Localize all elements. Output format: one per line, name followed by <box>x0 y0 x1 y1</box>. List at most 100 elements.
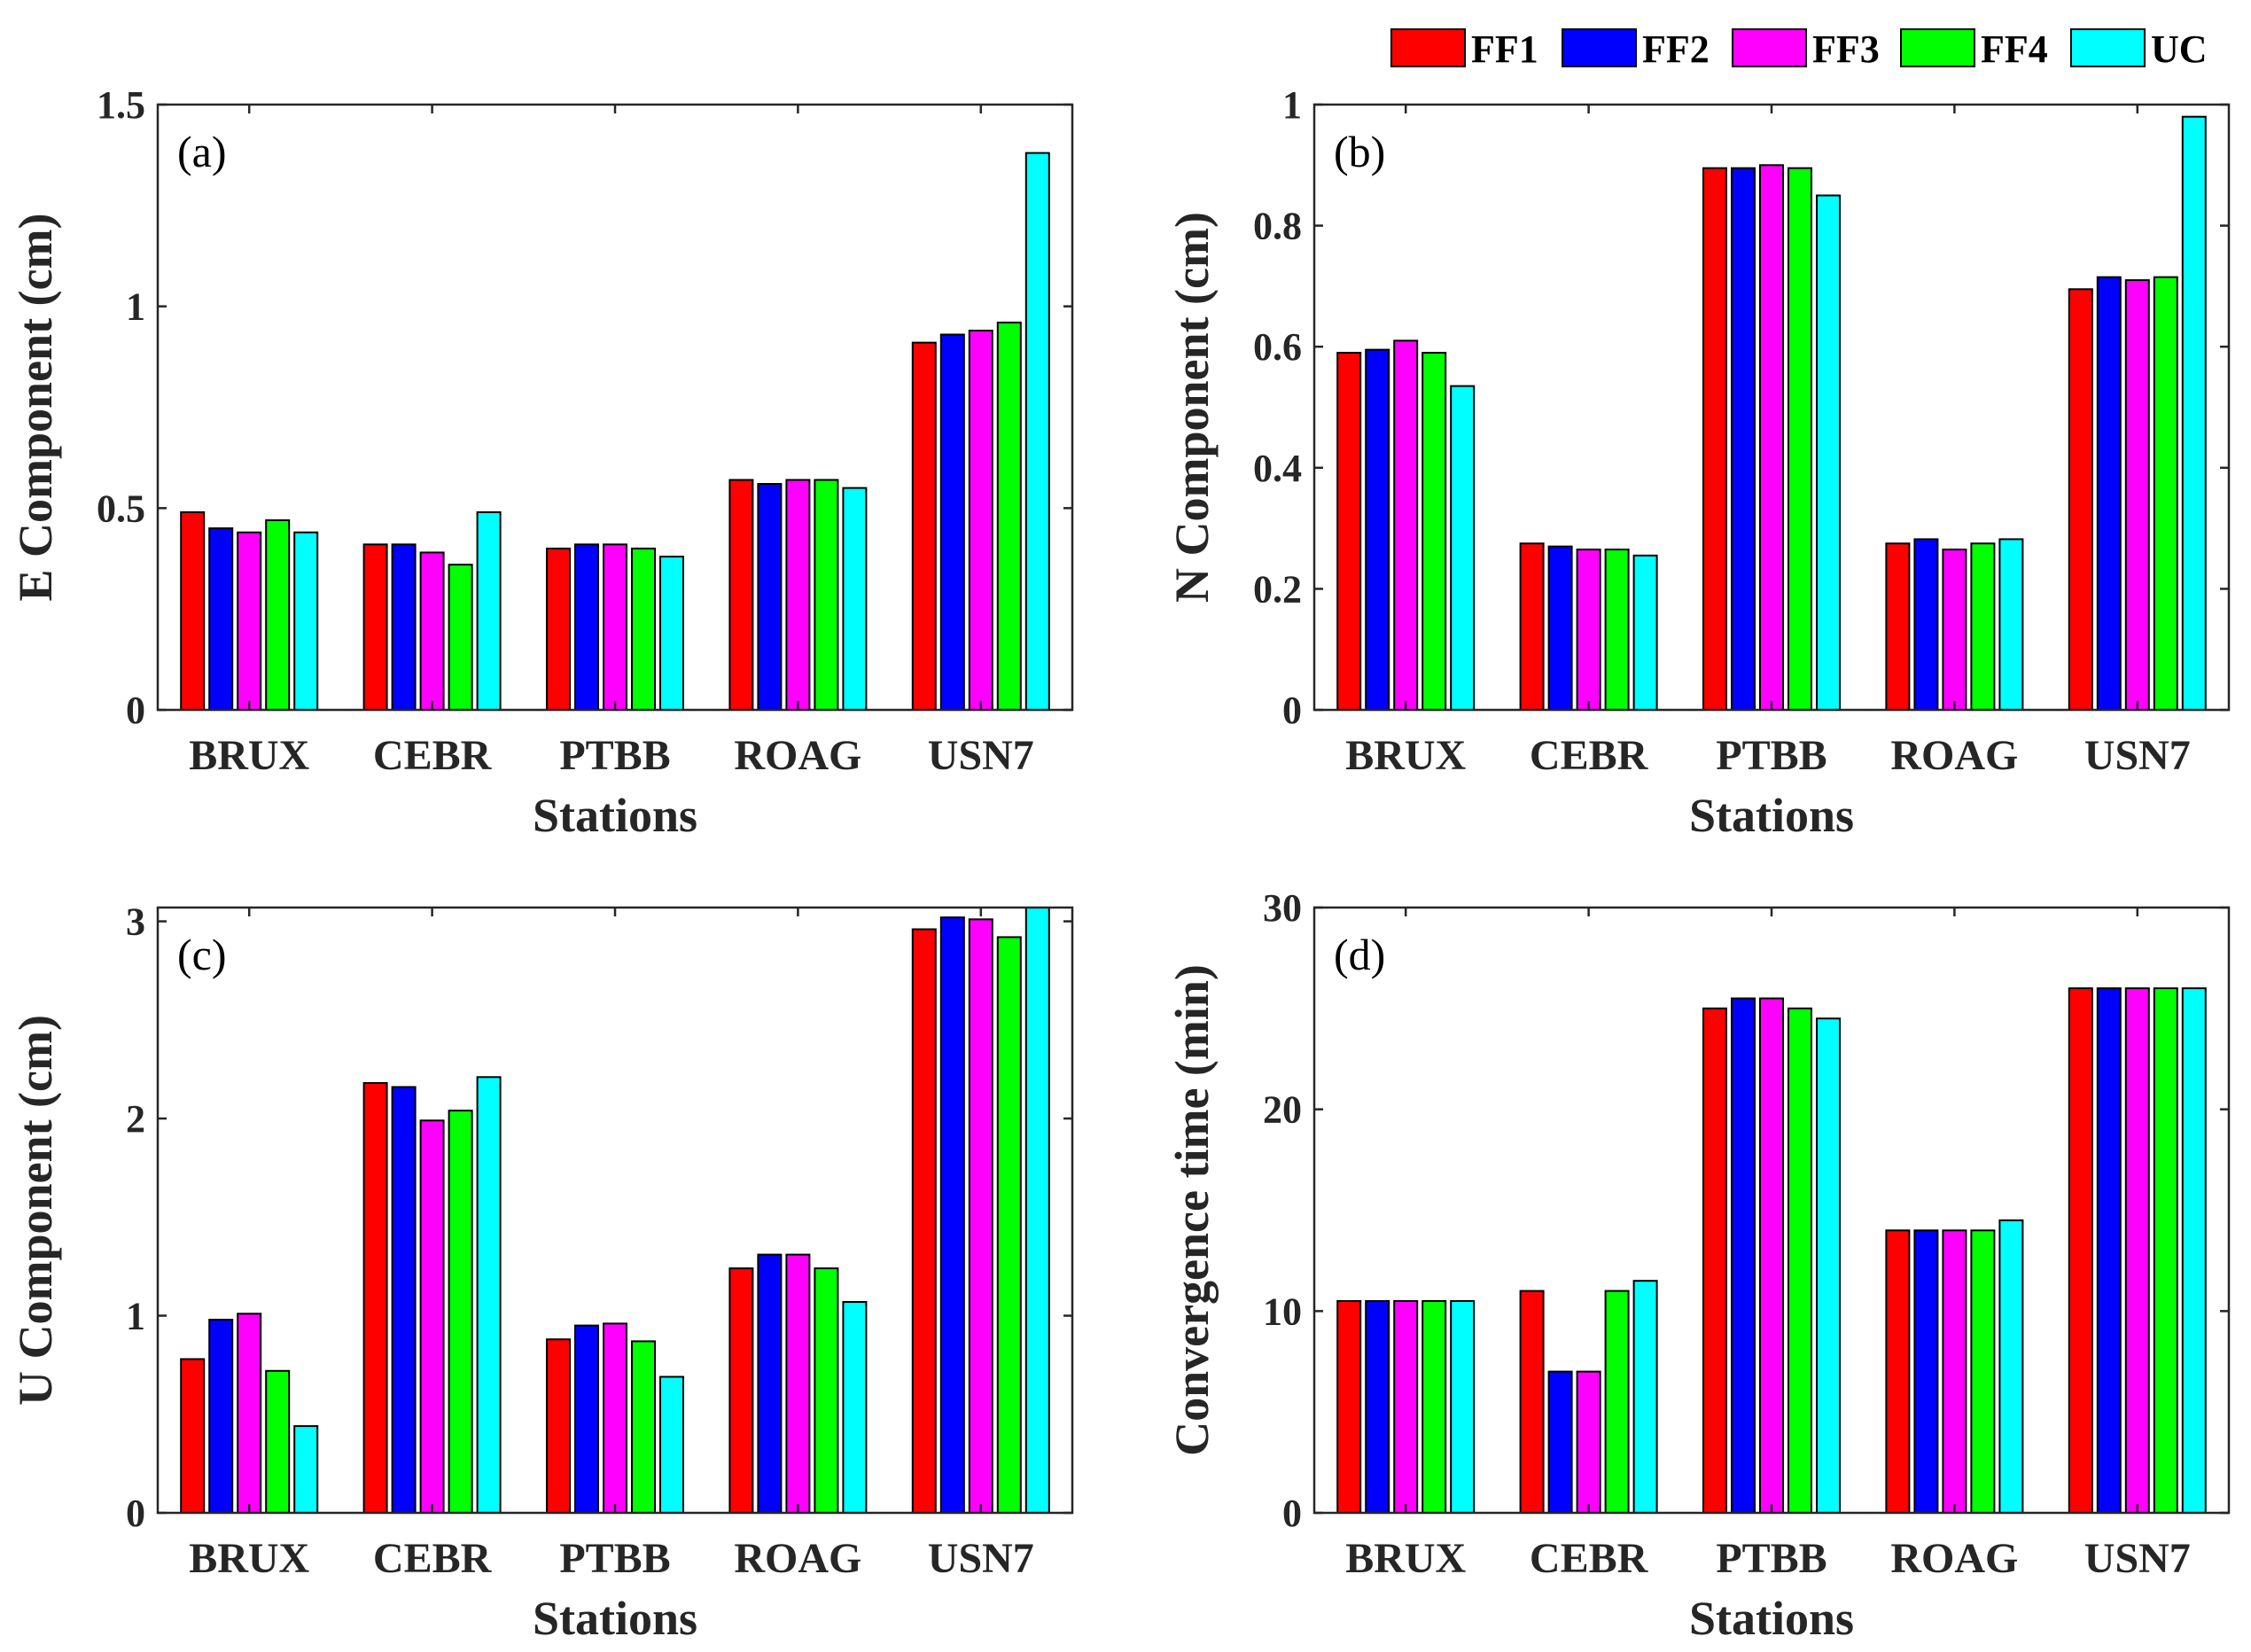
bar-ff1-cebr <box>1519 542 1545 712</box>
y-axis-label: U Component (cm) <box>9 1015 62 1406</box>
bar-uc-ptbb <box>659 1375 684 1514</box>
bar-ff1-brux <box>1336 352 1362 711</box>
category-label-usn7: USN7 <box>2084 1535 2191 1582</box>
category-label-cebr: CEBR <box>373 1535 493 1582</box>
y-axis-label: E Component (cm) <box>9 214 62 602</box>
bar-ff3-usn7 <box>2124 987 2150 1514</box>
bar-uc-roag <box>1998 1219 2024 1515</box>
bar-ff1-cebr <box>1519 1290 1545 1514</box>
bar-ff3-ptbb <box>603 543 627 711</box>
category-label-usn7: USN7 <box>2084 732 2191 779</box>
bar-ff3-cebr <box>419 551 445 712</box>
bar-uc-cebr <box>476 510 502 712</box>
x-axis-label: Stations <box>533 789 697 842</box>
bar-ff3-ptbb <box>1759 997 1784 1514</box>
category-label-usn7: USN7 <box>928 1535 1034 1582</box>
bar-ff2-usn7 <box>939 916 965 1514</box>
bar-ff3-brux <box>1393 339 1419 711</box>
bar-ff2-ptbb <box>574 1324 599 1514</box>
bar-ff1-usn7 <box>911 341 937 711</box>
legend-swatch <box>1390 28 1466 67</box>
category-label-brux: BRUX <box>1345 1535 1466 1582</box>
bar-uc-brux <box>1450 385 1476 711</box>
bar-ff3-roag <box>1942 1229 1967 1515</box>
legend-label: FF4 <box>1981 27 2048 71</box>
bar-ff2-brux <box>1365 348 1390 711</box>
legend: FF1 FF2 FF3 FF4 UC <box>1390 27 2208 71</box>
y-tick-label: 0.5 <box>97 487 145 530</box>
category-label-cebr: CEBR <box>373 732 493 779</box>
legend-item-ff1: FF1 <box>1390 27 1538 71</box>
bar-ff4-brux <box>1421 352 1447 711</box>
legend-label: FF3 <box>1812 27 1880 71</box>
panel-c: 0 1 2 3 BRUX CEBR PTBB ROAG USN7 Stations U Compon… <box>9 900 1074 1645</box>
bar-ff3-roag <box>785 1253 811 1514</box>
bar-ff4-cebr <box>1604 549 1630 711</box>
bar-ff2-roag <box>1913 538 1939 712</box>
bar-ff4-ptbb <box>631 547 656 712</box>
bar-ff3-brux <box>237 531 262 712</box>
bar-ff1-ptbb <box>546 547 571 712</box>
y-tick-label: 0 <box>126 1492 145 1535</box>
bar-uc-ptbb <box>1816 194 1841 711</box>
y-tick-label: 0.8 <box>1253 205 1302 248</box>
category-label-ptbb: PTBB <box>559 1535 670 1582</box>
y-tick-label: 1 <box>126 1295 145 1338</box>
legend-item-ff3: FF3 <box>1732 27 1880 71</box>
bar-ff1-ptbb <box>546 1338 571 1514</box>
bar-ff4-roag <box>814 479 839 711</box>
bar-uc-usn7 <box>2181 987 2207 1514</box>
bar-ff2-cebr <box>391 1086 417 1514</box>
y-tick-label: 20 <box>1263 1088 1302 1132</box>
bar-uc-usn7 <box>1024 152 1050 712</box>
bar-ff2-usn7 <box>2096 987 2122 1514</box>
bar-uc-brux <box>293 531 319 712</box>
category-label-roag: ROAG <box>734 732 861 779</box>
panel-a: 0 0.5 1 1.5 BRUX CEBR PTBB ROAG USN7 Stations E Co… <box>9 83 1074 842</box>
bar-uc-ptbb <box>1816 1017 1841 1514</box>
x-axis-label: Stations <box>533 1592 697 1645</box>
panel-d: 0 10 20 30 BRUX CEBR PTBB ROAG USN7 Stations Conve… <box>1165 886 2231 1645</box>
bar-ff1-ptbb <box>1702 167 1727 711</box>
panel-label: (a) <box>177 127 227 176</box>
bar-uc-roag <box>842 1301 868 1514</box>
legend-swatch <box>1562 28 1637 67</box>
bar-ff4-usn7 <box>2153 276 2178 711</box>
bar-ff1-usn7 <box>911 928 937 1514</box>
y-tick-label: 10 <box>1263 1290 1302 1333</box>
bar-ff3-brux <box>237 1313 262 1515</box>
bar-ff4-cebr <box>448 1110 473 1514</box>
bar-ff3-brux <box>1393 1300 1419 1514</box>
bar-ff2-roag <box>1913 1229 1939 1515</box>
bar-ff2-cebr <box>391 543 417 711</box>
legend-label: FF1 <box>1471 27 1538 71</box>
bar-ff3-cebr <box>419 1119 445 1515</box>
bar-ff4-roag <box>1970 542 1996 712</box>
y-tick-label: 0 <box>1282 1492 1302 1535</box>
y-tick-label: 1 <box>1282 83 1302 127</box>
category-label-roag: ROAG <box>1890 1535 2018 1582</box>
category-label-roag: ROAG <box>1890 732 2018 779</box>
y-tick-label: 0.2 <box>1253 567 1302 611</box>
bar-ff3-ptbb <box>603 1322 627 1515</box>
bar-ff1-brux <box>180 510 206 712</box>
y-tick-label: 0.4 <box>1253 447 1302 490</box>
bar-ff2-ptbb <box>1731 997 1756 1514</box>
bar-ff3-ptbb <box>1759 164 1784 712</box>
panel-b: 0 0.2 0.4 0.6 0.8 1 BRUX CEBR PTBB ROAG USN7 Statio… <box>1165 83 2231 842</box>
category-label-usn7: USN7 <box>928 732 1034 779</box>
panel-label: (c) <box>177 930 227 979</box>
category-label-roag: ROAG <box>734 1535 861 1582</box>
legend-item-ff4: FF4 <box>1900 27 2048 71</box>
bar-ff3-roag <box>785 479 811 711</box>
bar-ff1-roag <box>728 479 754 711</box>
bar-ff4-cebr <box>1604 1290 1630 1514</box>
bar-ff3-cebr <box>1576 1370 1601 1514</box>
bar-uc-usn7 <box>2181 115 2207 711</box>
bar-ff2-cebr <box>1547 545 1573 711</box>
legend-item-uc: UC <box>2070 27 2208 71</box>
panels: 0 0.5 1 1.5 BRUX CEBR PTBB ROAG USN7 Stations E Co… <box>9 83 2231 1645</box>
y-tick-label: 3 <box>126 900 145 944</box>
bar-ff4-ptbb <box>1788 167 1812 711</box>
bar-uc-cebr <box>1632 1280 1658 1514</box>
